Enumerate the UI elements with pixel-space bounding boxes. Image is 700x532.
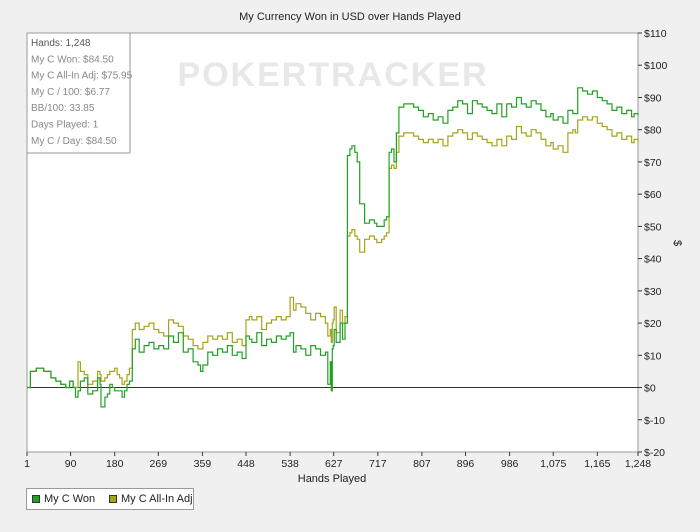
stats-line: My C / 100: $6.77 (31, 87, 110, 98)
legend-swatch-my-c-won (32, 495, 40, 503)
y-tick-label: $30 (644, 286, 662, 298)
x-tick-label: 807 (413, 458, 431, 470)
y-tick-label: $20 (644, 318, 662, 330)
legend-item-my-c-all-in-adj: My C All-In Adj (109, 493, 193, 505)
y-tick-label: $90 (644, 92, 662, 104)
watermark: POKERTRACKER (177, 56, 488, 94)
x-tick-label: 269 (150, 458, 168, 470)
x-axis-title: Hands Played (298, 473, 367, 485)
stats-line: My C Won: $84.50 (31, 54, 114, 65)
x-tick-label: 1,248 (625, 458, 651, 470)
x-tick-label: 538 (281, 458, 299, 470)
x-tick-label: 717 (369, 458, 387, 470)
legend: My C Won My C All-In Adj (26, 488, 194, 510)
y-tick-label: $50 (644, 221, 662, 233)
stats-line: Hands: 1,248 (31, 38, 91, 49)
stats-text: Hands: 1,248 My C Won: $84.50 My C All-In … (31, 38, 133, 147)
chart-title: My Currency Won in USD over Hands Played (239, 11, 461, 23)
x-tick-label: 359 (194, 458, 212, 470)
y-tick-label: $110 (644, 28, 667, 40)
stats-box (26, 32, 131, 154)
y-tick-label: $10 (644, 350, 662, 362)
x-tick-label: 180 (106, 458, 124, 470)
series-line-my-c-won (27, 87, 639, 408)
y-tick-label: $70 (644, 157, 662, 169)
x-tick-label: 1,165 (584, 458, 610, 470)
y-tick-label: $80 (644, 125, 662, 137)
x-tick-label: 90 (65, 458, 77, 470)
stats-line: My C / Day: $84.50 (31, 136, 117, 147)
y-tick-label: $40 (644, 254, 662, 266)
stats-line: Days Played: 1 (31, 120, 99, 131)
legend-swatch-my-c-all-in-adj (109, 495, 117, 503)
y-tick-label: $-20 (644, 447, 665, 459)
legend-item-my-c-won: My C Won (32, 493, 95, 505)
series-line-my-c-all-in-adj (27, 116, 639, 389)
stats-line: My C All-In Adj: $75.95 (31, 71, 133, 82)
y-tick-label: $-10 (644, 415, 665, 427)
legend-label-my-c-won: My C Won (44, 493, 96, 505)
x-tick-label: 986 (501, 458, 519, 470)
y-tick-label: $0 (644, 383, 656, 395)
y-tick-label: $60 (644, 189, 662, 201)
stats-line: BB/100: 33.85 (31, 103, 95, 114)
y-axis-title: $ (671, 240, 683, 246)
x-tick-label: 627 (325, 458, 343, 470)
x-tick-label: 1,075 (540, 458, 566, 470)
legend-label-my-c-all-in-adj: My C All-In Adj (121, 493, 193, 505)
x-tick-label: 896 (457, 458, 475, 470)
x-tick-label: 1 (24, 458, 30, 470)
x-tick-label: 448 (237, 458, 255, 470)
y-tick-label: $100 (644, 60, 668, 72)
